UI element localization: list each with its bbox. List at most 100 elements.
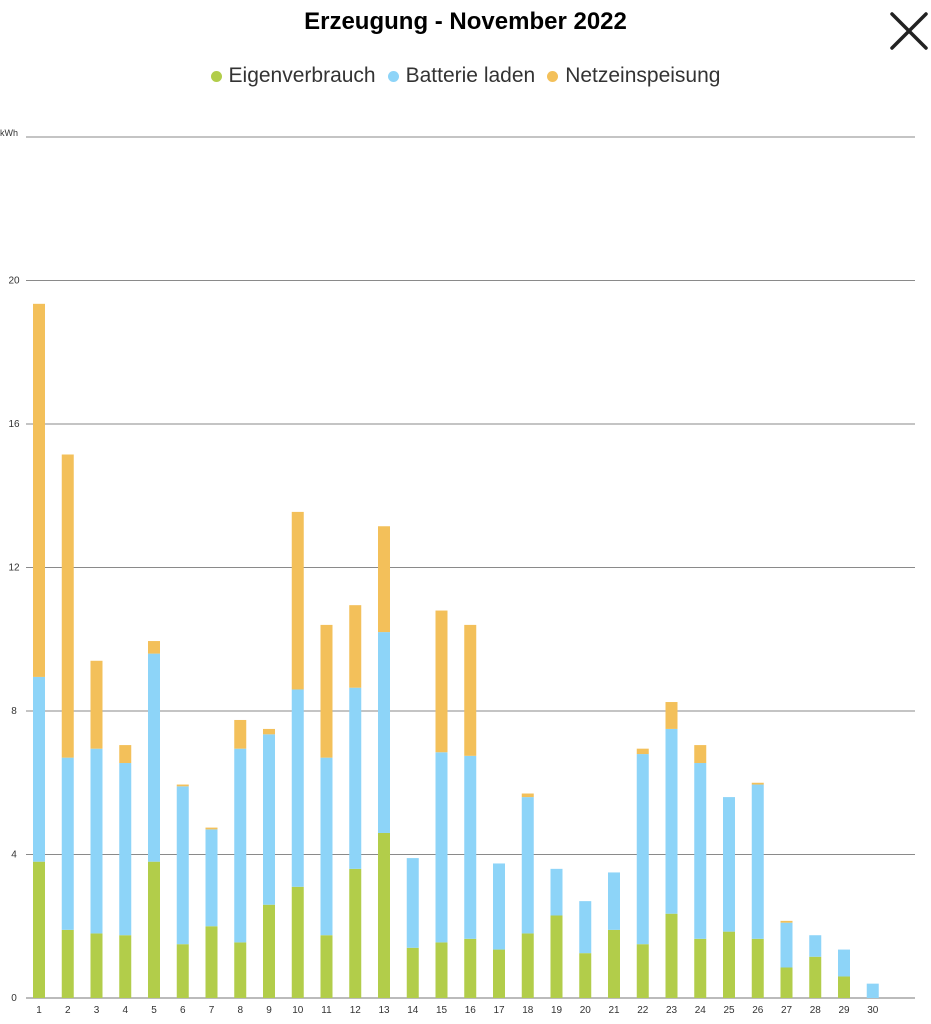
- x-tick-label: 8: [237, 1005, 243, 1016]
- bar-segment-eigenverbrauch: [665, 913, 678, 998]
- x-tick-label: 21: [608, 1005, 620, 1016]
- bar-segment-batterie-laden: [234, 748, 247, 943]
- y-tick-label: 4: [11, 850, 17, 861]
- bar-segment-eigenverbrauch: [608, 929, 620, 998]
- bar-segment-eigenverbrauch: [751, 938, 764, 998]
- bar-segment-netzeinspeisung: [378, 526, 390, 633]
- bar-segment-batterie-laden: [320, 757, 333, 936]
- x-tick-label: 18: [522, 1005, 534, 1016]
- bar-segment-eigenverbrauch: [234, 942, 247, 998]
- close-icon: [890, 12, 928, 50]
- x-tick-label: 24: [695, 1005, 707, 1016]
- bar-segment-eigenverbrauch: [205, 926, 218, 998]
- bar-segment-batterie-laden: [780, 922, 793, 968]
- x-tick-label: 26: [752, 1005, 764, 1016]
- bar-segment-batterie-laden: [61, 757, 74, 930]
- x-tick-label: 14: [407, 1005, 419, 1016]
- bar-segment-eigenverbrauch: [176, 944, 189, 998]
- chart-legend: Eigenverbrauch Batterie laden Netzeinspe…: [0, 64, 931, 88]
- bar-segment-batterie-laden: [838, 949, 850, 977]
- bar-segment-batterie-laden: [464, 755, 477, 939]
- legend-item-eigenverbrauch[interactable]: Eigenverbrauch: [210, 64, 376, 88]
- bar-segment-batterie-laden: [349, 687, 362, 869]
- bar-segment-netzeinspeisung: [176, 784, 189, 787]
- y-tick-label: 16: [8, 419, 20, 430]
- x-tick-label: 22: [637, 1005, 649, 1016]
- close-button[interactable]: [886, 8, 931, 54]
- bar-segment-batterie-laden: [665, 728, 678, 914]
- bar-segment-netzeinspeisung: [119, 745, 132, 764]
- bar-segment-netzeinspeisung: [349, 605, 362, 688]
- bar-segment-eigenverbrauch: [349, 868, 362, 998]
- bar-segment-batterie-laden: [723, 797, 735, 932]
- bar-segment-netzeinspeisung: [464, 624, 477, 756]
- bar-segment-netzeinspeisung: [780, 920, 793, 923]
- x-tick-label: 15: [436, 1005, 448, 1016]
- bar-segment-netzeinspeisung: [636, 748, 649, 755]
- bar-segment-batterie-laden: [263, 734, 275, 905]
- bar-segment-batterie-laden: [378, 632, 390, 833]
- bar-segment-eigenverbrauch: [550, 915, 563, 998]
- legend-item-netzeinspeisung[interactable]: Netzeinspeisung: [547, 64, 720, 88]
- legend-label-eigenverbrauch: Eigenverbrauch: [228, 64, 376, 87]
- bar-segment-batterie-laden: [435, 752, 448, 943]
- bar-segment-eigenverbrauch: [435, 942, 448, 998]
- bar-segment-eigenverbrauch: [809, 956, 822, 998]
- bar-segment-batterie-laden: [751, 784, 764, 939]
- bar-segment-netzeinspeisung: [694, 745, 707, 764]
- bar-segment-netzeinspeisung: [521, 793, 534, 798]
- bar-segment-netzeinspeisung: [751, 782, 764, 785]
- bar-segment-eigenverbrauch: [723, 931, 735, 998]
- bar-segment-batterie-laden: [694, 763, 707, 939]
- bar-segment-eigenverbrauch: [320, 935, 333, 998]
- bar-segment-eigenverbrauch: [119, 935, 132, 998]
- x-tick-label: 28: [810, 1005, 822, 1016]
- bar-segment-eigenverbrauch: [33, 861, 45, 998]
- x-tick-label: 4: [122, 1005, 128, 1016]
- bar-segment-batterie-laden: [550, 868, 563, 916]
- bar-segment-eigenverbrauch: [378, 832, 390, 998]
- x-tick-label: 11: [321, 1005, 332, 1016]
- bar-segment-eigenverbrauch: [579, 953, 592, 998]
- x-tick-label: 1: [36, 1005, 42, 1016]
- bar-segment-batterie-laden: [176, 786, 189, 945]
- y-tick-label: 8: [11, 706, 17, 717]
- x-tick-label: 27: [781, 1005, 793, 1016]
- x-tick-label: 17: [493, 1005, 505, 1016]
- bar-segment-eigenverbrauch: [148, 861, 160, 998]
- bar-segment-eigenverbrauch: [838, 976, 850, 998]
- y-tick-label: 12: [8, 563, 20, 574]
- x-tick-label: 20: [580, 1005, 592, 1016]
- bar-segment-netzeinspeisung: [263, 728, 275, 735]
- x-tick-label: 25: [723, 1005, 735, 1016]
- x-tick-label: 12: [350, 1005, 362, 1016]
- x-tick-label: 5: [151, 1005, 157, 1016]
- legend-dot-eigenverbrauch: [210, 70, 222, 82]
- bar-segment-netzeinspeisung: [148, 641, 160, 654]
- legend-label-batterie-laden: Batterie laden: [405, 64, 536, 87]
- x-tick-label: 7: [209, 1005, 215, 1016]
- bar-segment-eigenverbrauch: [493, 949, 505, 998]
- bar-segment-batterie-laden: [493, 863, 505, 950]
- bar-segment-eigenverbrauch: [406, 947, 419, 998]
- x-tick-label: 6: [180, 1005, 186, 1016]
- bar-segment-batterie-laden: [119, 763, 132, 936]
- x-tick-label: 29: [838, 1005, 850, 1016]
- page-title: Erzeugung - November 2022: [304, 8, 627, 35]
- bar-segment-batterie-laden: [148, 653, 160, 862]
- bar-segment-batterie-laden: [205, 829, 218, 927]
- bar-segment-batterie-laden: [406, 858, 419, 948]
- bar-segment-netzeinspeisung: [90, 660, 103, 749]
- bar-segment-eigenverbrauch: [780, 967, 793, 998]
- y-axis-label: kWh: [0, 128, 18, 138]
- legend-item-batterie-laden[interactable]: Batterie laden: [387, 64, 536, 88]
- bar-segment-batterie-laden: [521, 797, 534, 934]
- bar-segment-netzeinspeisung: [435, 610, 448, 753]
- x-tick-label: 13: [378, 1005, 390, 1016]
- y-tick-label: 20: [8, 276, 20, 287]
- x-tick-label: 30: [867, 1005, 879, 1016]
- y-tick-label: 0: [11, 993, 17, 1004]
- bar-segment-eigenverbrauch: [464, 938, 477, 998]
- bar-segment-netzeinspeisung: [205, 827, 218, 830]
